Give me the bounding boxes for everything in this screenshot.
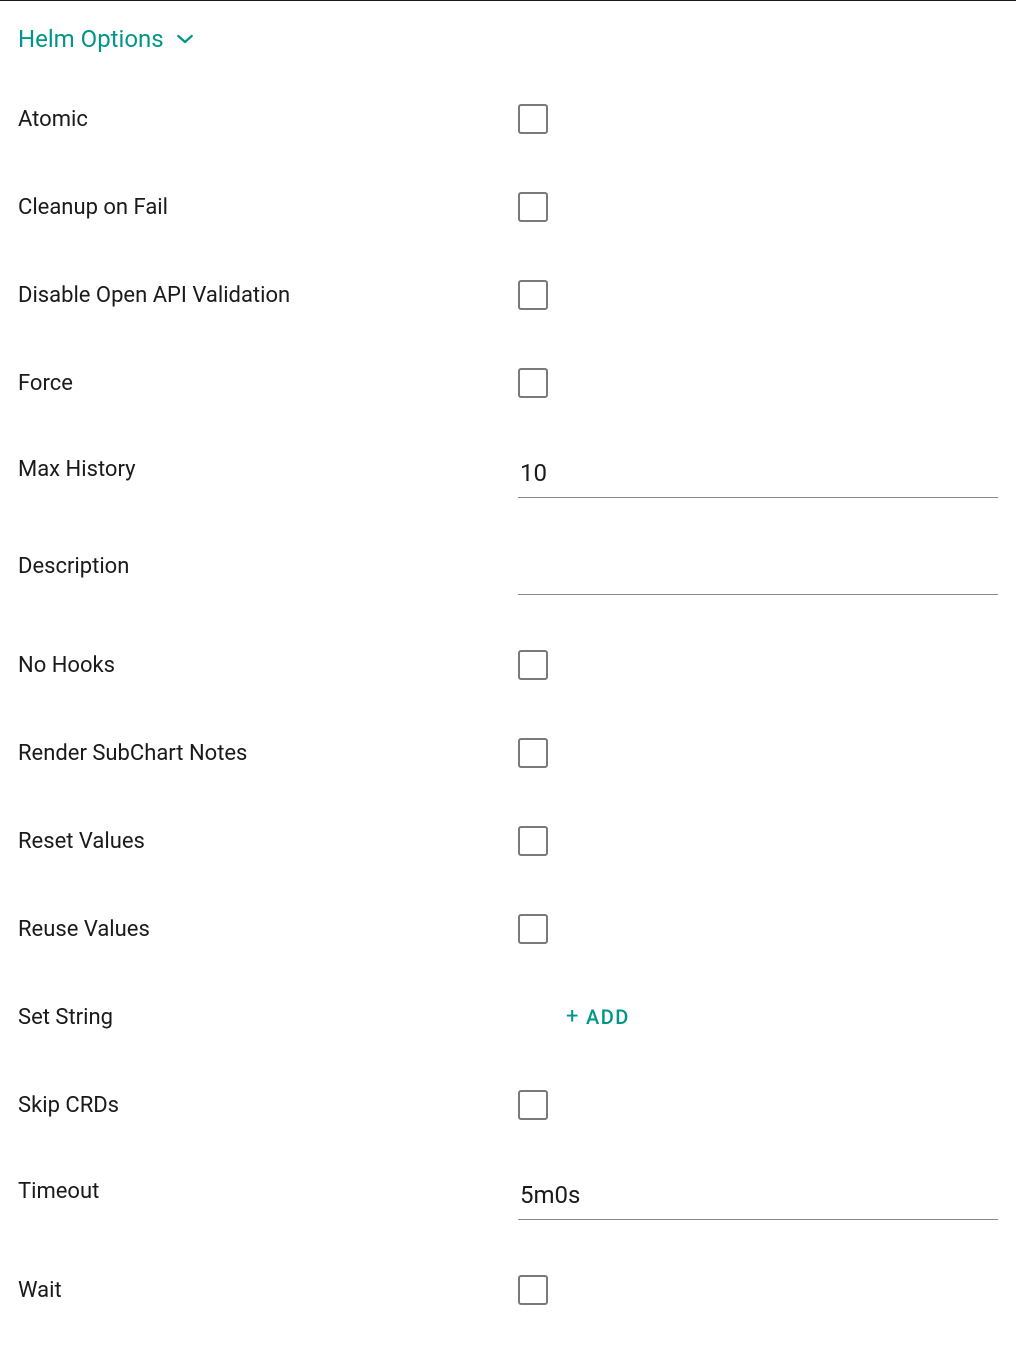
no-hooks-row: No Hooks [18, 647, 998, 683]
reset-values-row: Reset Values [18, 823, 998, 859]
atomic-label: Atomic [18, 107, 518, 132]
cleanup-on-fail-checkbox[interactable] [518, 192, 548, 222]
description-row: Description [18, 550, 998, 595]
disable-openapi-validation-row: Disable Open API Validation [18, 277, 998, 313]
render-subchart-notes-row: Render SubChart Notes [18, 735, 998, 771]
description-label: Description [18, 550, 518, 579]
disable-openapi-validation-checkbox[interactable] [518, 280, 548, 310]
plus-icon: + [566, 1006, 580, 1028]
force-checkbox[interactable] [518, 368, 548, 398]
set-string-label: Set String [18, 1005, 518, 1030]
skip-crds-checkbox[interactable] [518, 1090, 548, 1120]
render-subchart-notes-checkbox[interactable] [518, 738, 548, 768]
description-input[interactable] [518, 550, 998, 595]
helm-options-header[interactable]: Helm Options [18, 25, 998, 53]
section-title: Helm Options [18, 25, 164, 53]
no-hooks-checkbox[interactable] [518, 650, 548, 680]
reuse-values-row: Reuse Values [18, 911, 998, 947]
timeout-input[interactable] [518, 1175, 998, 1220]
add-button-label: ADD [586, 1005, 630, 1029]
atomic-checkbox[interactable] [518, 104, 548, 134]
no-hooks-label: No Hooks [18, 653, 518, 678]
render-subchart-notes-label: Render SubChart Notes [18, 741, 518, 766]
max-history-label: Max History [18, 453, 518, 482]
helm-options-panel: Helm Options Atomic Cleanup on Fail Disa… [0, 1, 1016, 1308]
timeout-label: Timeout [18, 1175, 518, 1204]
skip-crds-row: Skip CRDs [18, 1087, 998, 1123]
wait-row: Wait [18, 1272, 998, 1308]
wait-checkbox[interactable] [518, 1275, 548, 1305]
chevron-down-icon [176, 30, 194, 48]
reset-values-checkbox[interactable] [518, 826, 548, 856]
timeout-row: Timeout [18, 1175, 998, 1220]
force-row: Force [18, 365, 998, 401]
reuse-values-label: Reuse Values [18, 917, 518, 942]
cleanup-on-fail-row: Cleanup on Fail [18, 189, 998, 225]
cleanup-on-fail-label: Cleanup on Fail [18, 195, 518, 220]
set-string-add-button[interactable]: + ADD [518, 1005, 630, 1029]
reuse-values-checkbox[interactable] [518, 914, 548, 944]
wait-label: Wait [18, 1278, 518, 1303]
disable-openapi-validation-label: Disable Open API Validation [18, 283, 518, 308]
skip-crds-label: Skip CRDs [18, 1093, 518, 1118]
atomic-row: Atomic [18, 101, 998, 137]
force-label: Force [18, 371, 518, 396]
reset-values-label: Reset Values [18, 829, 518, 854]
max-history-row: Max History [18, 453, 998, 498]
max-history-input[interactable] [518, 453, 998, 498]
set-string-row: Set String + ADD [18, 999, 998, 1035]
